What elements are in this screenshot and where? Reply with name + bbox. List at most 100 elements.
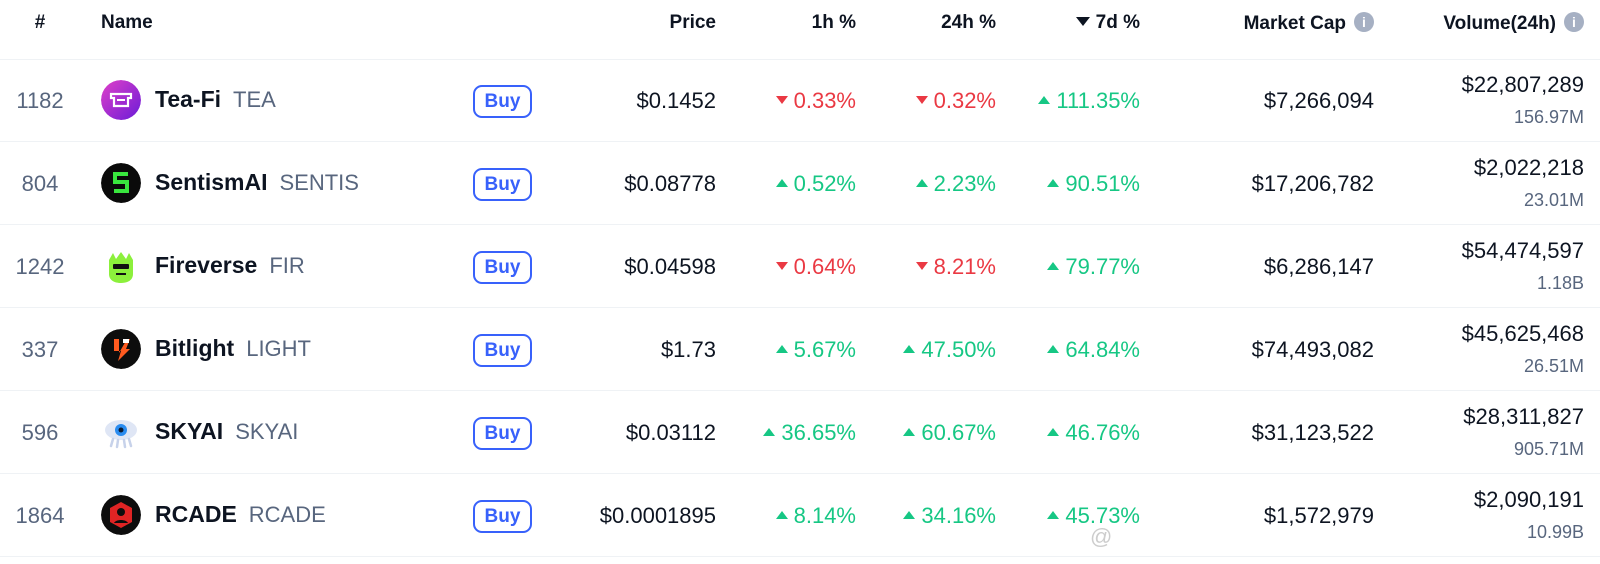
table-header: # Name Price 1h % 24h % 7d % Market Cap i… bbox=[0, 0, 1600, 60]
sort-descending-icon bbox=[1075, 17, 1090, 26]
coin-name: RCADE bbox=[155, 501, 237, 527]
price: $0.04598 bbox=[624, 254, 716, 279]
change-h1-value: 5.67% bbox=[793, 337, 856, 362]
change-h1: 0.64% bbox=[775, 254, 856, 280]
price: $1.73 bbox=[660, 337, 716, 362]
change-h24: 47.50% bbox=[903, 337, 996, 363]
coin-name-link[interactable]: Fireverse FIR bbox=[155, 252, 305, 279]
volume-usd[interactable]: $45,625,468 bbox=[1461, 321, 1584, 346]
change-d7-value: 46.76% bbox=[1065, 420, 1140, 445]
rank-number: 804 bbox=[21, 171, 59, 196]
coin-symbol: LIGHT bbox=[246, 336, 311, 361]
price: $0.03112 bbox=[625, 420, 716, 445]
volume-usd[interactable]: $22,807,289 bbox=[1461, 72, 1584, 97]
volume-usd[interactable]: $2,090,191 bbox=[1473, 487, 1584, 512]
coin-name-link[interactable]: RCADE RCADE bbox=[155, 501, 326, 528]
caret-up-icon bbox=[1047, 511, 1060, 520]
change-h1: 36.65% bbox=[763, 420, 856, 446]
buy-button[interactable]: Buy bbox=[473, 417, 532, 450]
header-market-cap-label: Market Cap bbox=[1243, 13, 1346, 34]
caret-up-icon bbox=[1047, 345, 1060, 354]
coin-name-link[interactable]: Tea-Fi TEA bbox=[155, 86, 276, 113]
change-d7: 79.77% bbox=[1047, 254, 1140, 280]
change-h1-value: 0.52% bbox=[793, 171, 856, 196]
buy-button[interactable]: Buy bbox=[473, 500, 532, 533]
buy-button[interactable]: Buy bbox=[473, 168, 532, 201]
header-volume[interactable]: Volume(24h) i bbox=[1443, 12, 1584, 35]
rank-number: 1864 bbox=[15, 503, 65, 528]
caret-down-icon bbox=[775, 262, 788, 271]
header-price[interactable]: Price bbox=[669, 12, 716, 33]
coin-symbol: FIR bbox=[269, 253, 305, 278]
caret-down-icon bbox=[915, 96, 928, 105]
caret-up-icon bbox=[1047, 179, 1060, 188]
buy-button[interactable]: Buy bbox=[473, 251, 532, 284]
change-h24-value: 8.21% bbox=[933, 254, 996, 279]
table-row[interactable]: 1182 Tea-Fi TEA Buy $0.1452 0.33% 0.32% 111.35%… bbox=[0, 59, 1600, 142]
header-7d[interactable]: 7d % bbox=[1075, 12, 1140, 34]
volume-tokens: 156.97M bbox=[1513, 107, 1584, 127]
change-d7-value: 90.51% bbox=[1065, 171, 1140, 196]
change-h1: 5.67% bbox=[775, 337, 856, 363]
change-h1: 0.33% bbox=[775, 88, 856, 114]
table-row[interactable]: 804 SentismAI SENTIS Buy $0.08778 0.52% 2.23% 9… bbox=[0, 142, 1600, 225]
change-h24: 8.21% bbox=[915, 254, 996, 280]
caret-up-icon bbox=[775, 345, 788, 354]
header-volume-label: Volume(24h) bbox=[1443, 13, 1556, 34]
market-cap: $74,493,082 bbox=[1251, 337, 1374, 362]
change-d7: 111.35% bbox=[1038, 88, 1140, 114]
price: $0.0001895 bbox=[599, 503, 716, 528]
caret-down-icon bbox=[915, 262, 928, 271]
change-h24-value: 60.67% bbox=[921, 420, 996, 445]
coin-name-link[interactable]: SentismAI SENTIS bbox=[155, 169, 359, 196]
change-h24: 2.23% bbox=[915, 171, 996, 197]
coin-symbol: SENTIS bbox=[279, 170, 359, 195]
coin-symbol: TEA bbox=[233, 87, 276, 112]
buy-button[interactable]: Buy bbox=[473, 85, 532, 118]
rank-number: 1182 bbox=[16, 88, 64, 113]
header-rank[interactable]: # bbox=[34, 12, 46, 33]
change-h24-value: 47.50% bbox=[921, 337, 996, 362]
change-d7-value: 45.73% bbox=[1065, 503, 1140, 528]
watermark: @ bbox=[1090, 524, 1113, 549]
change-h1-value: 0.33% bbox=[793, 88, 856, 113]
header-1h[interactable]: 1h % bbox=[811, 12, 856, 33]
coin-name-link[interactable]: SKYAI SKYAI bbox=[155, 418, 298, 445]
caret-up-icon bbox=[1038, 96, 1051, 105]
header-name[interactable]: Name bbox=[101, 12, 153, 33]
price: $0.1452 bbox=[636, 88, 716, 113]
volume-tokens: 905.71M bbox=[1513, 439, 1584, 459]
info-icon[interactable]: i bbox=[1564, 12, 1584, 32]
table-row[interactable]: 596 SKYAI SKYAI Buy $0.03112 36.65% 60.67% 46.7… bbox=[0, 391, 1600, 474]
volume-usd[interactable]: $2,022,218 bbox=[1473, 155, 1584, 180]
coin-name-link[interactable]: Bitlight LIGHT bbox=[155, 335, 311, 362]
change-h1: 0.52% bbox=[775, 171, 856, 197]
change-h24-value: 34.16% bbox=[921, 503, 996, 528]
table-row[interactable]: 1242 Fireverse FIR Buy $0.04598 0.64% 8.21% 79.… bbox=[0, 225, 1600, 308]
buy-button[interactable]: Buy bbox=[473, 334, 532, 367]
coin-name: Bitlight bbox=[155, 335, 235, 361]
change-d7: 45.73% bbox=[1047, 503, 1140, 529]
header-24h[interactable]: 24h % bbox=[941, 12, 996, 33]
change-h24: 0.32% bbox=[915, 88, 996, 114]
caret-up-icon bbox=[903, 428, 916, 437]
caret-up-icon bbox=[775, 179, 788, 188]
price: $0.08778 bbox=[624, 171, 716, 196]
info-icon[interactable]: i bbox=[1354, 12, 1374, 32]
header-market-cap[interactable]: Market Cap i bbox=[1244, 12, 1374, 35]
table-row[interactable]: 337 Bitlight LIGHT Buy $1.73 5.67% 47.50% 64.84… bbox=[0, 308, 1600, 391]
volume-tokens: 23.01M bbox=[1523, 190, 1584, 210]
table-row[interactable]: 1864 RCADE RCADE Buy $0.0001895 8.14% 34.16% 45… bbox=[0, 474, 1600, 557]
change-d7-value: 79.77% bbox=[1065, 254, 1140, 279]
change-d7: 64.84% bbox=[1047, 337, 1140, 363]
change-h24-value: 2.23% bbox=[933, 171, 996, 196]
rcade-logo-icon bbox=[101, 495, 141, 535]
volume-usd[interactable]: $28,311,827 bbox=[1463, 404, 1584, 429]
bitlight-logo-icon bbox=[101, 329, 141, 369]
volume-usd[interactable]: $54,474,597 bbox=[1461, 238, 1584, 263]
market-cap: $6,286,147 bbox=[1263, 254, 1374, 279]
fireverse-logo-icon bbox=[101, 246, 141, 286]
change-h1-value: 8.14% bbox=[793, 503, 856, 528]
caret-up-icon bbox=[1047, 262, 1060, 271]
sentismai-logo-icon bbox=[101, 163, 141, 203]
